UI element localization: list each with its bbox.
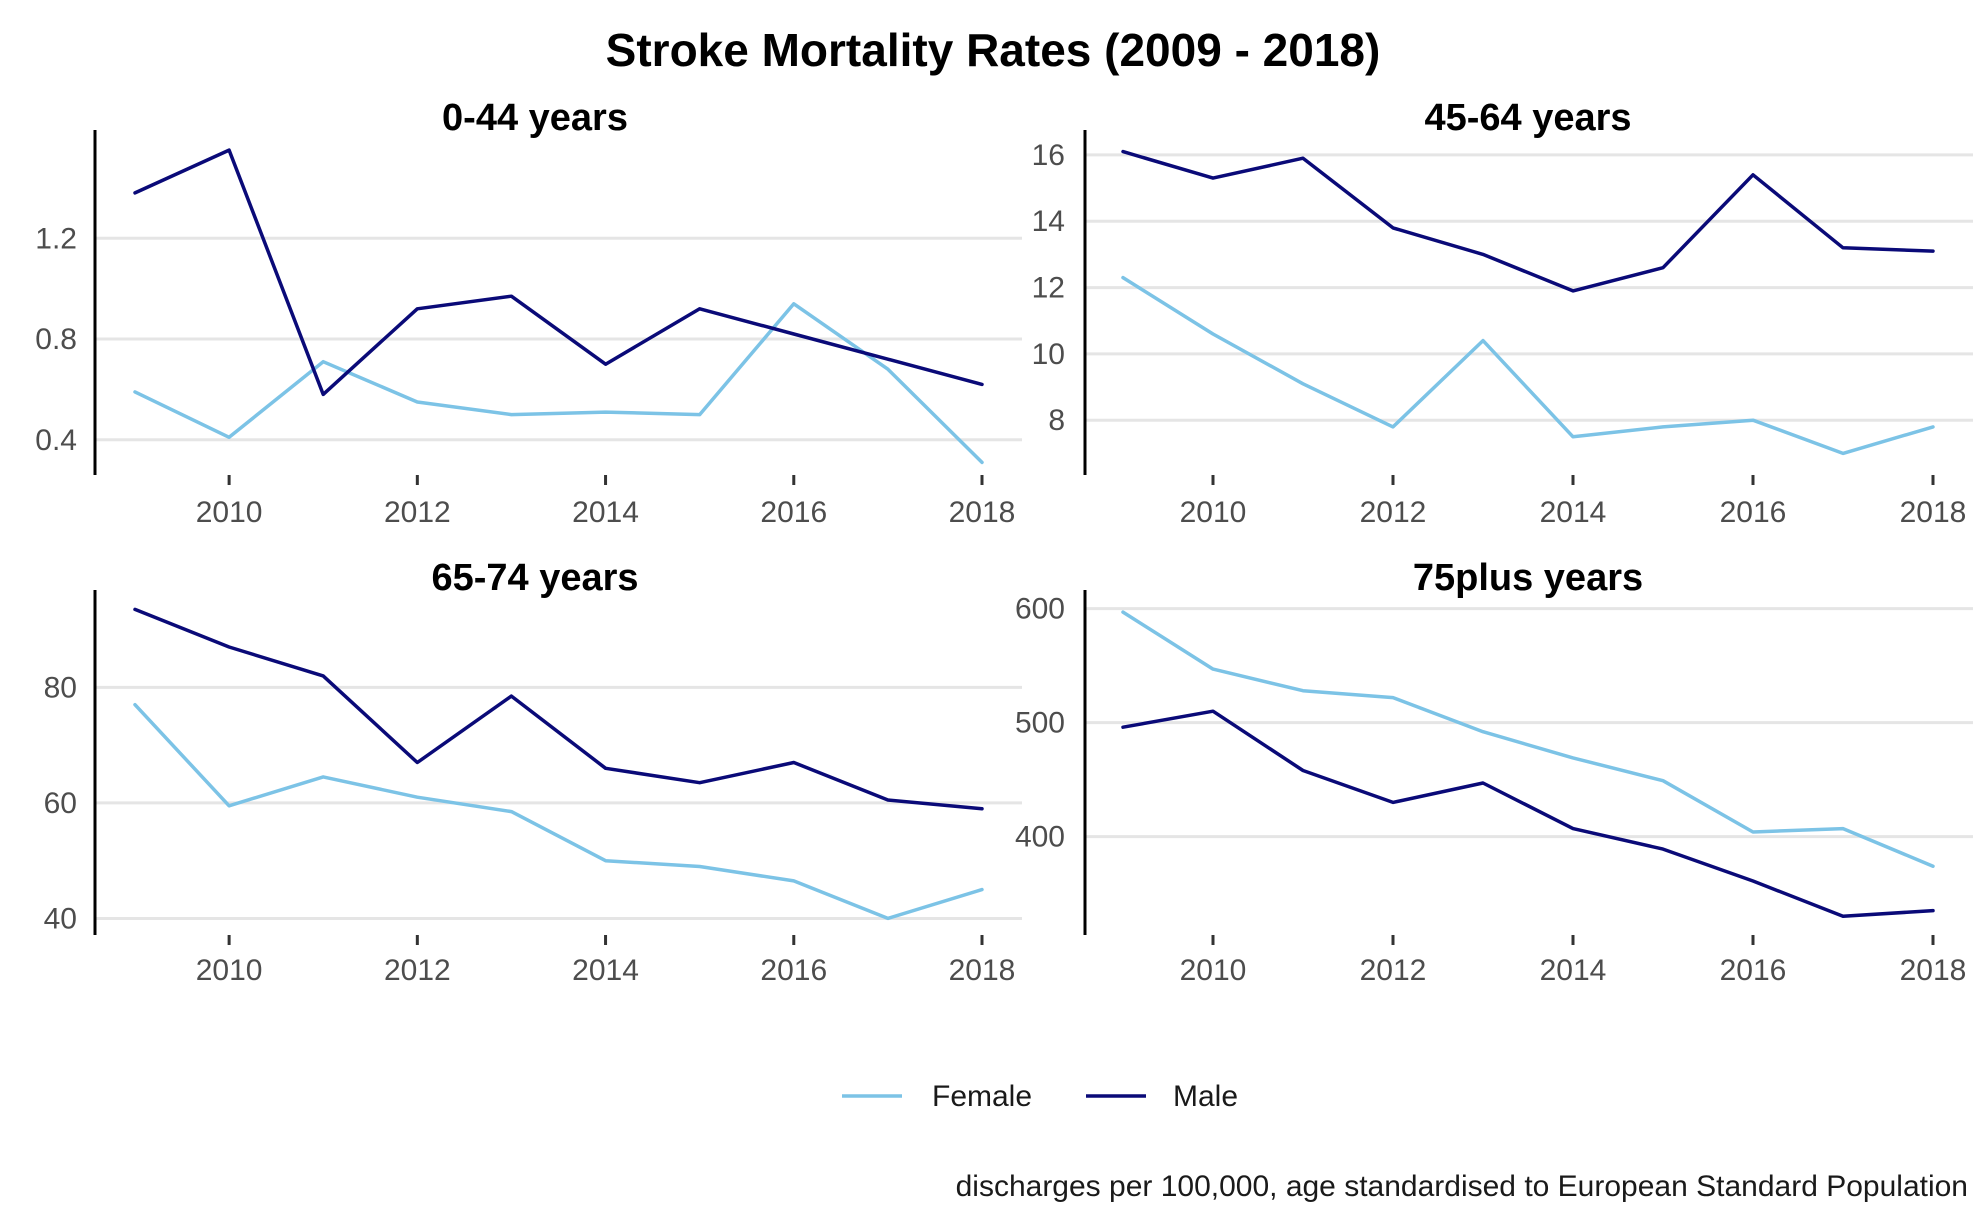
y-tick-label: 0.4 xyxy=(35,424,77,457)
y-tick-label: 500 xyxy=(1015,707,1065,740)
chart-title: Stroke Mortality Rates (2009 - 2018) xyxy=(606,24,1381,76)
x-tick-label: 2014 xyxy=(572,496,639,529)
panel-0-44-years: 0.4 0.8 1.2 2010 2012 2014 2016 2018 0-44 years xyxy=(35,97,1022,529)
series-line-male xyxy=(133,148,984,397)
chart-caption: discharges per 100,000, age standardised… xyxy=(956,1170,1968,1203)
panel-65-74-years: 40 60 80 2010 2012 2014 2016 2018 65-74 years xyxy=(44,557,1022,987)
x-tick-label: 2016 xyxy=(760,496,827,529)
x-tick-label: 2012 xyxy=(1360,954,1427,987)
series-line-male xyxy=(1121,149,1935,293)
legend-label: Male xyxy=(1173,1080,1238,1113)
facet-panels: 0.4 0.8 1.2 2010 2012 2014 2016 2018 0-44 years 8… xyxy=(35,97,1973,987)
panel-title: 75plus years xyxy=(1413,557,1643,599)
legend-item-male: Male xyxy=(1086,1080,1238,1113)
y-tick-label: 0.8 xyxy=(35,323,77,356)
panel-45-64-years: 8 10 12 14 16 2010 2012 2014 2016 2018 45-64 years xyxy=(1032,97,1973,529)
x-tick-label: 2014 xyxy=(1540,496,1607,529)
x-tick-label: 2018 xyxy=(1900,496,1967,529)
series-line-female xyxy=(133,302,984,465)
series-line-female xyxy=(1121,610,1935,868)
y-tick-label: 14 xyxy=(1032,205,1065,238)
series-line-male xyxy=(1121,709,1935,919)
x-tick-label: 2018 xyxy=(949,496,1016,529)
series-line-male xyxy=(133,607,984,811)
x-tick-label: 2018 xyxy=(1900,954,1967,987)
x-tick-label: 2010 xyxy=(196,496,263,529)
y-tick-label: 1.2 xyxy=(35,222,77,255)
x-tick-label: 2014 xyxy=(1540,954,1607,987)
x-tick-label: 2016 xyxy=(760,954,827,987)
legend-item-female: Female xyxy=(842,1080,1032,1113)
y-tick-label: 8 xyxy=(1048,404,1065,437)
x-tick-label: 2016 xyxy=(1720,496,1787,529)
x-tick-label: 2012 xyxy=(384,954,451,987)
y-tick-label: 12 xyxy=(1032,272,1065,305)
y-tick-label: 400 xyxy=(1015,821,1065,854)
legend: Female Male xyxy=(842,1080,1238,1113)
panel-75plus-years: 400 500 600 2010 2012 2014 2016 2018 75plus year… xyxy=(1015,557,1973,987)
y-tick-label: 40 xyxy=(44,902,77,935)
panel-title: 45-64 years xyxy=(1424,97,1631,139)
x-tick-label: 2014 xyxy=(572,954,639,987)
x-tick-label: 2010 xyxy=(1180,954,1247,987)
y-tick-label: 10 xyxy=(1032,338,1065,371)
legend-label: Female xyxy=(932,1080,1032,1113)
series-line-female xyxy=(133,702,984,921)
y-tick-label: 600 xyxy=(1015,593,1065,626)
x-tick-label: 2016 xyxy=(1720,954,1787,987)
x-tick-label: 2012 xyxy=(384,496,451,529)
y-tick-label: 80 xyxy=(44,671,77,704)
x-tick-label: 2018 xyxy=(949,954,1016,987)
x-tick-label: 2012 xyxy=(1360,496,1427,529)
x-tick-label: 2010 xyxy=(1180,496,1247,529)
series-line-female xyxy=(1121,275,1935,456)
panel-title: 0-44 years xyxy=(442,97,628,139)
panel-title: 65-74 years xyxy=(431,557,638,599)
y-tick-label: 16 xyxy=(1032,139,1065,172)
y-tick-label: 60 xyxy=(44,787,77,820)
x-tick-label: 2010 xyxy=(196,954,263,987)
